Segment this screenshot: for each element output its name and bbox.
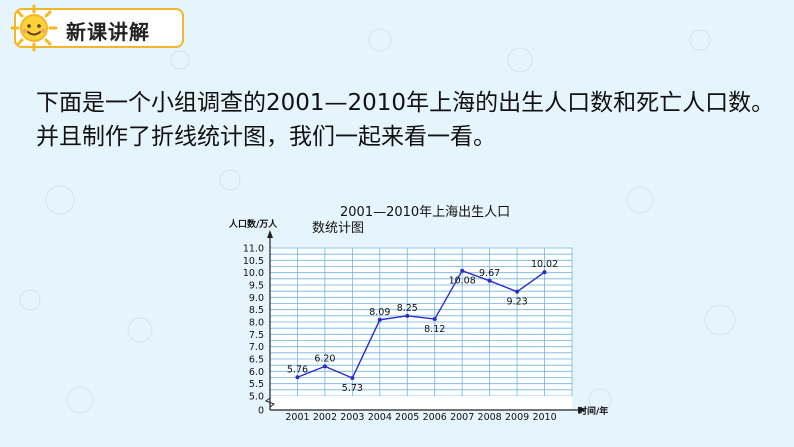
data-point (377, 317, 382, 322)
intro-line-2: 并且制作了折线统计图，我们一起来看一看。 (36, 124, 496, 150)
y-tick-label: 11.0 (243, 244, 264, 255)
data-label: 8.09 (369, 307, 390, 318)
x-tick-label: 2007 (450, 412, 474, 423)
y-tick-label: 9.0 (249, 293, 264, 304)
data-label: 5.76 (287, 364, 308, 375)
chart-title-line-2: 数统计图 (312, 221, 365, 236)
data-point (487, 278, 492, 283)
data-label: 6.20 (314, 353, 335, 364)
x-tick-labels: 2001 2002 2003 2004 2005 2006 2007 2008 2009 2010 (285, 412, 556, 423)
x-tick-label: 2008 (478, 412, 502, 423)
x-tick-label: 2002 (313, 412, 337, 423)
y-tick-label: 8.5 (249, 305, 264, 316)
data-label: 10.08 (449, 276, 476, 287)
data-label: 9.67 (479, 268, 500, 279)
section-title: 新课讲解 (66, 20, 150, 44)
y-axis-arrow (267, 230, 273, 238)
data-point (350, 375, 355, 380)
y-tick-label: 5.0 (249, 392, 264, 403)
chart-title-line-1: 2001—2010年上海出生人口 (340, 205, 511, 220)
data-label: 8.25 (397, 303, 418, 314)
y-axis-label: 人口数/万人 (228, 218, 278, 230)
sun-icon (10, 4, 58, 52)
data-label: 8.12 (424, 324, 445, 335)
y-tick-label: 5.5 (249, 379, 264, 390)
x-axis-label: 时间/年 (578, 405, 608, 417)
x-tick-label: 2010 (532, 412, 556, 423)
data-point (405, 313, 410, 318)
data-point (432, 317, 437, 322)
chart-series (295, 268, 547, 380)
y-tick-label: 8.0 (249, 318, 264, 329)
series-line (297, 269, 545, 379)
x-tick-label: 2003 (340, 412, 364, 423)
data-labels: 5.76 6.20 5.73 8.09 8.25 8.12 10.089.67 9.23 10.… (287, 259, 558, 394)
x-axis-arrow (578, 407, 586, 413)
axis-break-mark (264, 397, 276, 408)
x-tick-label: 2001 (285, 412, 309, 423)
y-tick-label: 10.5 (243, 256, 264, 267)
axis-break-strip (270, 396, 572, 410)
y-tick-label: 6.0 (249, 367, 264, 378)
y-tick-labels: 11.010.510.0 9.59.08.5 8.07.57.0 6.56.05.5 5… (243, 244, 264, 417)
y-tick-label: 6.5 (249, 355, 264, 366)
x-tick-label: 2004 (368, 412, 392, 423)
data-label: 9.23 (507, 297, 528, 308)
data-point (295, 375, 300, 380)
y-tick-label-zero: 0 (258, 406, 264, 417)
x-tick-label: 2009 (505, 412, 529, 423)
x-tick-label: 2005 (395, 412, 419, 423)
data-label: 10.02 (531, 259, 558, 270)
data-point (542, 270, 547, 275)
data-point (322, 364, 327, 369)
y-tick-label: 10.0 (243, 268, 264, 279)
x-tick-label: 2006 (423, 412, 447, 423)
y-tick-label: 7.0 (249, 342, 264, 353)
data-label: 5.73 (342, 383, 363, 394)
y-tick-label: 7.5 (249, 330, 264, 341)
data-point (515, 289, 520, 294)
y-tick-label: 9.5 (249, 281, 264, 292)
chart-grid (269, 247, 573, 410)
data-point (460, 268, 465, 273)
intro-line-1: 下面是一个小组调查的2001—2010年上海的出生人口数和死亡人口数。 (36, 90, 775, 116)
